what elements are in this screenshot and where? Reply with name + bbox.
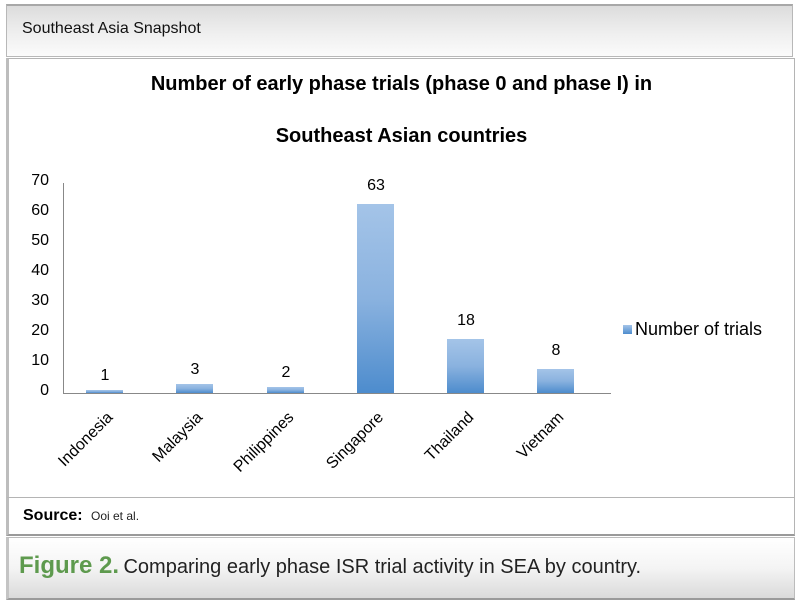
x-label-vietnam: Vietnam — [513, 409, 568, 463]
y-tick: 60 — [31, 202, 49, 219]
y-tick: 70 — [31, 172, 49, 189]
source-value: Ooi et al. — [91, 509, 140, 523]
source-panel: Source: Ooi et al. — [6, 497, 795, 536]
data-label: 18 — [457, 312, 475, 329]
data-label: 63 — [367, 177, 385, 194]
bar-philippines — [267, 387, 304, 393]
y-tick: 20 — [31, 322, 49, 339]
y-tick: 40 — [31, 262, 49, 279]
figure-frame: Southeast Asia Snapshot Number of early … — [6, 4, 795, 604]
data-label: 3 — [190, 361, 200, 378]
y-tick: 0 — [40, 382, 49, 399]
x-label-philippines: Philippines — [230, 409, 298, 476]
x-label-malaysia: Malaysia — [149, 409, 207, 466]
x-axis — [63, 393, 611, 394]
bar-vietnam — [537, 369, 574, 393]
chart-title-line1: Number of early phase trials (phase 0 an… — [150, 73, 653, 95]
snapshot-header: Southeast Asia Snapshot — [6, 4, 793, 57]
bar-singapore — [357, 204, 394, 393]
y-tick: 30 — [31, 292, 49, 309]
bar-indonesia — [86, 390, 123, 393]
caption-text: Comparing early phase ISR trial activity… — [123, 556, 642, 578]
figure-number: Figure 2. — [19, 552, 120, 579]
source-label: Source: — [23, 507, 83, 524]
legend-label: Number of trials — [635, 319, 763, 339]
x-label-indonesia: Indonesia — [54, 409, 117, 471]
data-label: 8 — [551, 342, 561, 359]
chart-title-line2: Southeast Asian countries — [275, 125, 528, 147]
chart-legend: Number of trials — [623, 319, 762, 340]
figure-caption: Figure 2. Comparing early phase ISR tria… — [19, 552, 641, 580]
legend-swatch-icon — [623, 325, 632, 334]
bar-malaysia — [176, 384, 213, 393]
caption-panel: Figure 2. Comparing early phase ISR tria… — [6, 537, 795, 600]
y-tick: 50 — [31, 232, 49, 249]
x-label-thailand: Thailand — [421, 409, 478, 465]
chart-panel: Number of early phase trials (phase 0 an… — [6, 58, 795, 498]
data-label: 2 — [281, 364, 291, 381]
header-title: Southeast Asia Snapshot — [22, 20, 201, 37]
y-axis — [63, 183, 64, 393]
x-label-singapore: Singapore — [323, 409, 388, 473]
data-label: 1 — [100, 367, 110, 384]
bar-thailand — [447, 339, 484, 393]
y-tick: 10 — [31, 352, 49, 369]
